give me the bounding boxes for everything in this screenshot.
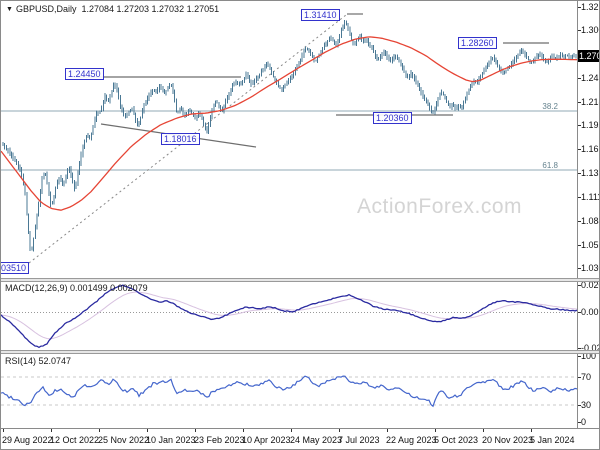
axis-value-label: 0.00 bbox=[581, 307, 599, 317]
fib-level-label: 38.2 bbox=[542, 102, 558, 111]
axis-tick bbox=[578, 221, 581, 222]
macd-signal-line bbox=[1, 291, 577, 340]
axis-tick bbox=[578, 422, 581, 423]
date-label: 10 Apr 2023 bbox=[242, 435, 291, 445]
price-annotation[interactable]: 03510 bbox=[1, 262, 30, 274]
price-annotation[interactable]: 1.28260 bbox=[458, 37, 497, 49]
symbol-dropdown-icon[interactable]: ▼ bbox=[6, 6, 13, 13]
axis-tick bbox=[483, 429, 484, 432]
date-label: 7 Jul 2023 bbox=[338, 435, 380, 445]
date-label: 22 Aug 2023 bbox=[386, 435, 437, 445]
watermark: ActionForex.com bbox=[357, 195, 523, 218]
axis-tick bbox=[291, 429, 292, 432]
axis-value-label: 1.19220 bbox=[581, 120, 599, 130]
axis-tick bbox=[578, 405, 581, 406]
price-annotation[interactable]: 1.24450 bbox=[65, 68, 104, 80]
panel-splitter-macd[interactable] bbox=[1, 278, 599, 282]
axis-tick bbox=[578, 356, 581, 357]
axis-value-label: 1.03060 bbox=[581, 263, 599, 273]
fib-level-label: 61.8 bbox=[542, 161, 558, 170]
price-plot[interactable] bbox=[1, 1, 577, 278]
axis-value-label: 1.11140 bbox=[581, 192, 599, 202]
axis-tick bbox=[578, 173, 581, 174]
date-label: 20 Nov 2023 bbox=[482, 435, 534, 445]
axis-value-label: 1.13780 bbox=[581, 168, 599, 178]
date-label: 24 May 2023 bbox=[290, 435, 343, 445]
axis-value-label: 1.08420 bbox=[581, 216, 599, 226]
rsi-plot[interactable] bbox=[1, 354, 577, 428]
axis-tick bbox=[387, 429, 388, 432]
rsi-value: 52.0747 bbox=[38, 356, 72, 366]
time-axis[interactable]: 29 Aug 2022 12 Oct 2022 25 Nov 2022 10 Jan … bbox=[1, 428, 599, 449]
price-annotation[interactable]: 1.18016 bbox=[161, 133, 200, 145]
moving-average-line[interactable] bbox=[1, 36, 577, 211]
axis-tick bbox=[578, 245, 581, 246]
axis-tick bbox=[578, 348, 581, 349]
axis-tick bbox=[578, 30, 581, 31]
macd-values: 0.001499 0.002079 bbox=[70, 283, 148, 293]
price-annotation[interactable]: 1.20360 bbox=[373, 112, 412, 124]
axis-value-label: 1.24580 bbox=[581, 73, 599, 83]
axis-value-label: 30 bbox=[581, 400, 592, 410]
axis-tick bbox=[578, 197, 581, 198]
axis-value-label: 0.020858 bbox=[581, 280, 599, 290]
date-label: 29 Aug 2022 bbox=[2, 435, 53, 445]
price-annotation[interactable]: 1.31410 bbox=[301, 9, 340, 21]
rsi-indicator-label: RSI(14) 52.0747 bbox=[5, 356, 71, 366]
axis-value-label: 1.05700 bbox=[581, 240, 599, 250]
date-label: 23 Feb 2023 bbox=[194, 435, 245, 445]
axis-value-label: 0 bbox=[581, 417, 587, 427]
axis-tick bbox=[195, 429, 196, 432]
axis-value-label: 1.21860 bbox=[581, 97, 599, 107]
axis-tick bbox=[243, 429, 244, 432]
axis-tick bbox=[339, 429, 340, 432]
axis-value-label: 100 bbox=[581, 351, 597, 361]
macd-indicator-label: MACD(12,26,9) 0.001499 0.002079 bbox=[5, 283, 148, 293]
macd-plot[interactable] bbox=[1, 282, 577, 350]
date-label: 5 Oct 2023 bbox=[434, 435, 479, 445]
chart-title: ▼ GBPUSD,Daily 1.27084 1.27203 1.27032 1.… bbox=[6, 4, 219, 14]
axis-value-label: 1.30020 bbox=[581, 25, 599, 35]
axis-value-label: 1.16500 bbox=[581, 144, 599, 154]
rsi-line bbox=[1, 375, 577, 408]
axis-tick bbox=[99, 429, 100, 432]
symbol-label: GBPUSD,Daily bbox=[15, 4, 77, 14]
date-label: 25 Nov 2022 bbox=[98, 435, 150, 445]
axis-tick bbox=[578, 125, 581, 126]
axis-tick bbox=[147, 429, 148, 432]
rsi-name: RSI(14) bbox=[5, 356, 37, 366]
axis-value-label: 1.32660 bbox=[581, 2, 599, 12]
axis-tick bbox=[578, 377, 581, 378]
axis-tick bbox=[578, 312, 581, 313]
axis-tick bbox=[51, 429, 52, 432]
panel-splitter-rsi[interactable] bbox=[1, 350, 599, 354]
macd-main-line bbox=[1, 284, 577, 349]
date-label: 12 Oct 2022 bbox=[50, 435, 100, 445]
date-label: 5 Jan 2024 bbox=[530, 435, 575, 445]
axis-tick bbox=[435, 429, 436, 432]
date-label: 10 Jan 2023 bbox=[146, 435, 196, 445]
ohlc-values: 1.27084 1.27203 1.27032 1.27051 bbox=[81, 4, 220, 14]
axis-tick bbox=[578, 285, 581, 286]
axis-tick bbox=[3, 429, 4, 432]
macd-name: MACD(12,26,9) bbox=[5, 283, 68, 293]
current-price-tag: 1.27051 bbox=[578, 50, 599, 62]
axis-tick bbox=[578, 102, 581, 103]
axis-tick bbox=[578, 149, 581, 150]
axis-tick bbox=[578, 268, 581, 269]
axis-value-label: 70 bbox=[581, 372, 592, 382]
axis-tick bbox=[578, 7, 581, 8]
price-axis[interactable]: 1.32660 1.30020 1.24580 1.21860 1.19220 1.165… bbox=[577, 1, 599, 428]
axis-value-label: -0.027213 bbox=[581, 343, 599, 353]
axis-tick bbox=[531, 429, 532, 432]
axis-tick bbox=[578, 78, 581, 79]
